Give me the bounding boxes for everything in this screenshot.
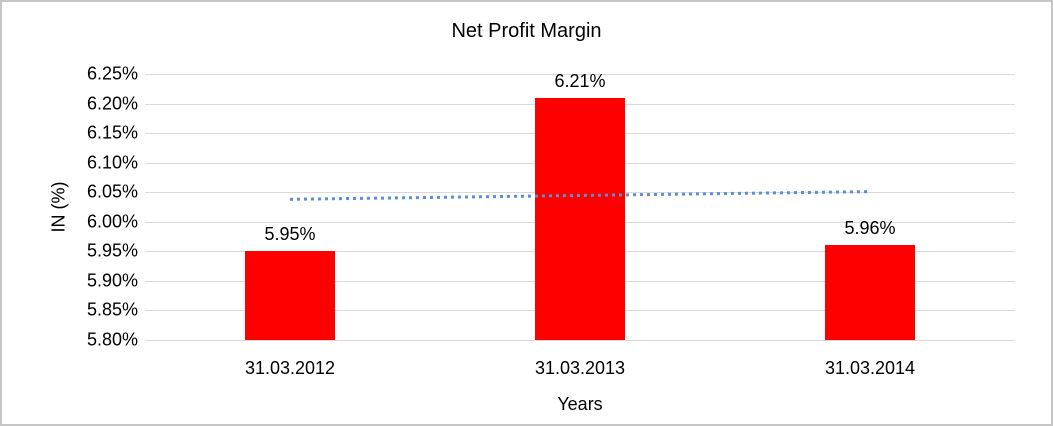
bar-value-label: 5.95%: [264, 224, 316, 245]
bar: [535, 97, 625, 340]
x-axis-tick-label: 31.03.2013: [534, 358, 626, 378]
bar: [825, 245, 915, 340]
y-axis-tick-label: 6.10%: [86, 152, 138, 173]
y-axis-tick-label: 5.90%: [86, 270, 138, 291]
bar: [245, 251, 335, 340]
y-axis-tick-label: 6.00%: [86, 211, 138, 232]
y-axis-tick-label: 6.20%: [86, 93, 138, 114]
bar-value-label: 5.96%: [844, 218, 896, 239]
x-axis-title: Years: [557, 394, 603, 414]
x-axis-tick-label: 31.03.2014: [824, 358, 916, 378]
y-gridline: [145, 340, 1015, 341]
x-axis-tick-label: 31.03.2012: [244, 358, 336, 378]
y-axis-tick-label: 6.25%: [86, 63, 138, 84]
y-axis-tick-label: 5.80%: [86, 329, 138, 350]
chart-title: Net Profit Margin: [451, 20, 602, 42]
y-axis-title: IN (%): [48, 181, 69, 233]
bar-value-label: 6.21%: [554, 70, 606, 91]
y-gridline: [145, 74, 1015, 75]
y-axis-tick-label: 5.95%: [86, 240, 138, 261]
y-axis-tick-label: 6.05%: [86, 181, 138, 202]
y-axis-tick-label: 6.15%: [86, 122, 138, 143]
y-axis-tick-label: 5.85%: [86, 299, 138, 320]
